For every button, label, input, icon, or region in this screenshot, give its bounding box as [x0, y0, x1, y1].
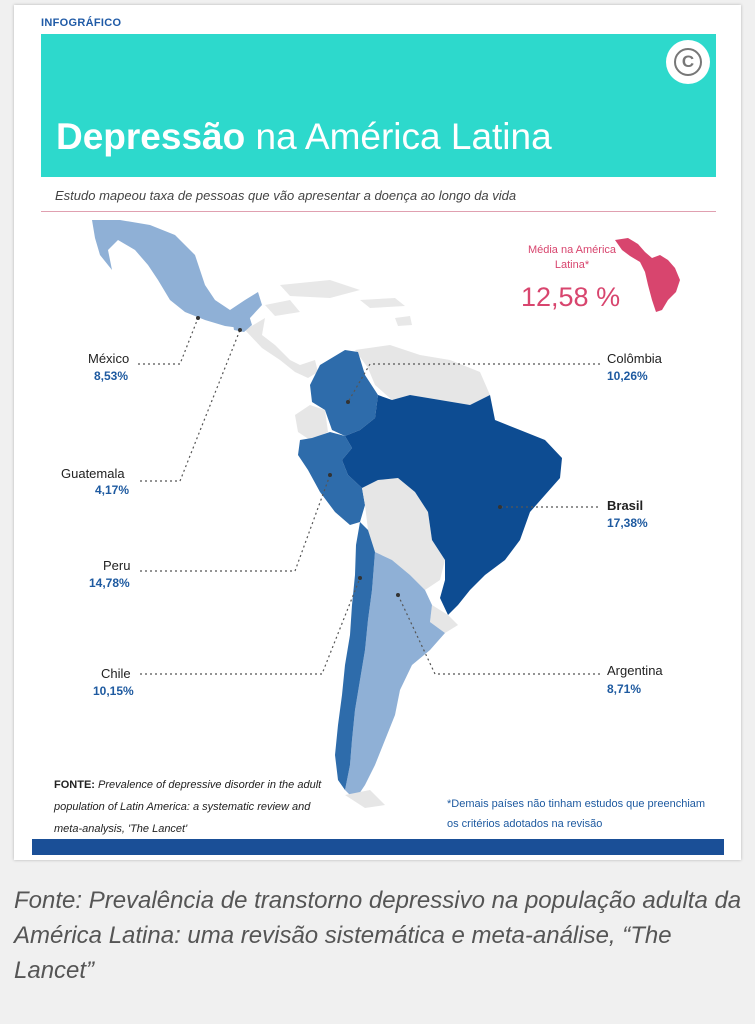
inset-latin-america-icon: [615, 238, 680, 312]
leader-mexico: [138, 317, 199, 365]
dot-mexico: [196, 316, 200, 320]
colombia-shape: [310, 350, 378, 436]
dot-argentina: [396, 593, 400, 597]
argentina-shape: [345, 552, 445, 800]
label-colombia: Colômbia: [607, 351, 662, 366]
peru-shape: [298, 432, 365, 525]
leader-dots: [196, 316, 502, 597]
title-bold: Depressão: [56, 116, 246, 157]
value-colombia: 10,26%: [607, 369, 648, 383]
kicker: INFOGRÁFICO: [41, 17, 122, 29]
label-guatemala: Guatemala: [61, 466, 125, 481]
source-label: FONTE:: [54, 779, 95, 791]
leader-peru: [140, 474, 331, 572]
image-caption: Fonte: Prevalência de transtorno depress…: [14, 887, 742, 984]
uruguay-shape: [430, 605, 458, 633]
dot-brasil: [498, 505, 502, 509]
value-argentina: 8,71%: [607, 682, 642, 696]
average-label: Média na América Latina*: [527, 244, 617, 271]
leader-chile: [140, 577, 361, 675]
label-mexico: México: [88, 351, 130, 366]
ecuador-shape: [295, 405, 328, 440]
value-chile: 10,15%: [93, 684, 134, 698]
average-value: 12,58 %: [521, 282, 621, 312]
dot-guatemala: [238, 328, 242, 332]
dot-peru: [328, 473, 332, 477]
subtitle: Estudo mapeou taxa de pessoas que vão ap…: [55, 188, 517, 203]
value-brasil: 17,38%: [607, 516, 648, 530]
value-mexico: 8,53%: [94, 369, 129, 383]
bottom-bar: [32, 839, 724, 855]
brazil-shape: [342, 395, 562, 615]
title-rest: na América Latina: [255, 116, 552, 157]
value-guatemala: 4,17%: [95, 483, 130, 497]
chile-shape: [335, 522, 375, 790]
leader-lines: [138, 317, 600, 675]
bolivia-paraguay-shape: [362, 478, 445, 590]
title-banner: Depressão na América Latina C: [41, 34, 716, 177]
label-chile: Chile: [101, 666, 131, 681]
leader-colombia: [347, 363, 600, 403]
source-text: Prevalence of depressive disorder in the…: [54, 779, 322, 835]
dot-chile: [358, 576, 362, 580]
guatemala-shape: [232, 312, 252, 332]
leader-argentina: [397, 594, 600, 675]
label-brasil: Brasil: [607, 498, 644, 513]
caribbean-shapes: [265, 280, 412, 326]
page-title: Depressão na América Latina: [56, 116, 552, 158]
tierra-del-fuego-shape: [345, 790, 385, 808]
dot-colombia: [346, 400, 350, 404]
value-peru: 14,78%: [89, 576, 130, 590]
divider: [41, 211, 716, 212]
central-america-shape: [245, 318, 318, 378]
mexico-shape: [92, 220, 262, 328]
label-peru: Peru: [103, 558, 131, 573]
copyright-badge: C: [666, 40, 710, 84]
copyright-icon: C: [674, 48, 702, 76]
footnote: *Demais países não tinham estudos que pr…: [447, 798, 706, 830]
leader-guatemala: [140, 329, 241, 482]
label-argentina: Argentina: [607, 663, 663, 678]
venezuela-guianas-shape: [355, 345, 490, 405]
source-block: FONTE: Prevalence of depressive disorder…: [54, 774, 339, 840]
